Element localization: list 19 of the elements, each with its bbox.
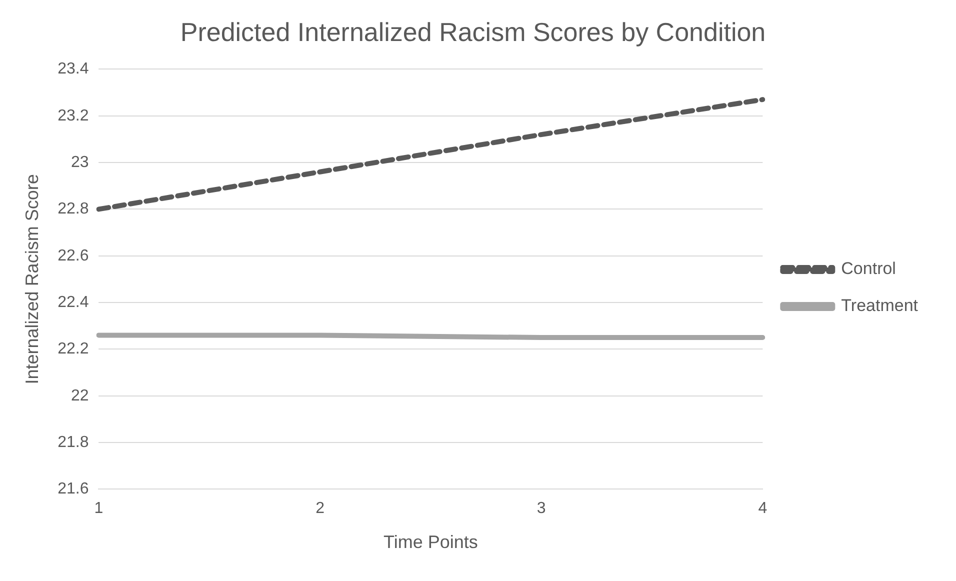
- legend-label: Control: [841, 259, 896, 278]
- y-tick-label: 21.8: [58, 434, 89, 451]
- y-tick-label: 22.6: [58, 247, 89, 264]
- y-axis-title: Internalized Racism Score: [22, 174, 42, 384]
- x-tick-label: 3: [536, 500, 546, 518]
- chart-title: Predicted Internalized Racism Scores by Condition: [180, 16, 766, 47]
- legend-label: Treatment: [841, 296, 918, 316]
- y-tick-label: 22.8: [58, 200, 89, 218]
- y-tick-label: 23.2: [58, 107, 89, 124]
- x-tick-label: 2: [316, 500, 325, 518]
- x-tick-label: 1: [94, 500, 104, 518]
- x-tick-label: 4: [758, 500, 768, 518]
- y-tick-label: 23: [70, 154, 89, 171]
- y-tick-label: 21.6: [58, 480, 89, 498]
- y-tick-label: 23.4: [58, 60, 89, 78]
- x-axis-title: Time Points: [384, 532, 478, 552]
- y-tick-label: 22: [70, 387, 89, 404]
- y-tick-label: 22.2: [58, 340, 89, 358]
- y-tick-label: 22.4: [58, 294, 89, 311]
